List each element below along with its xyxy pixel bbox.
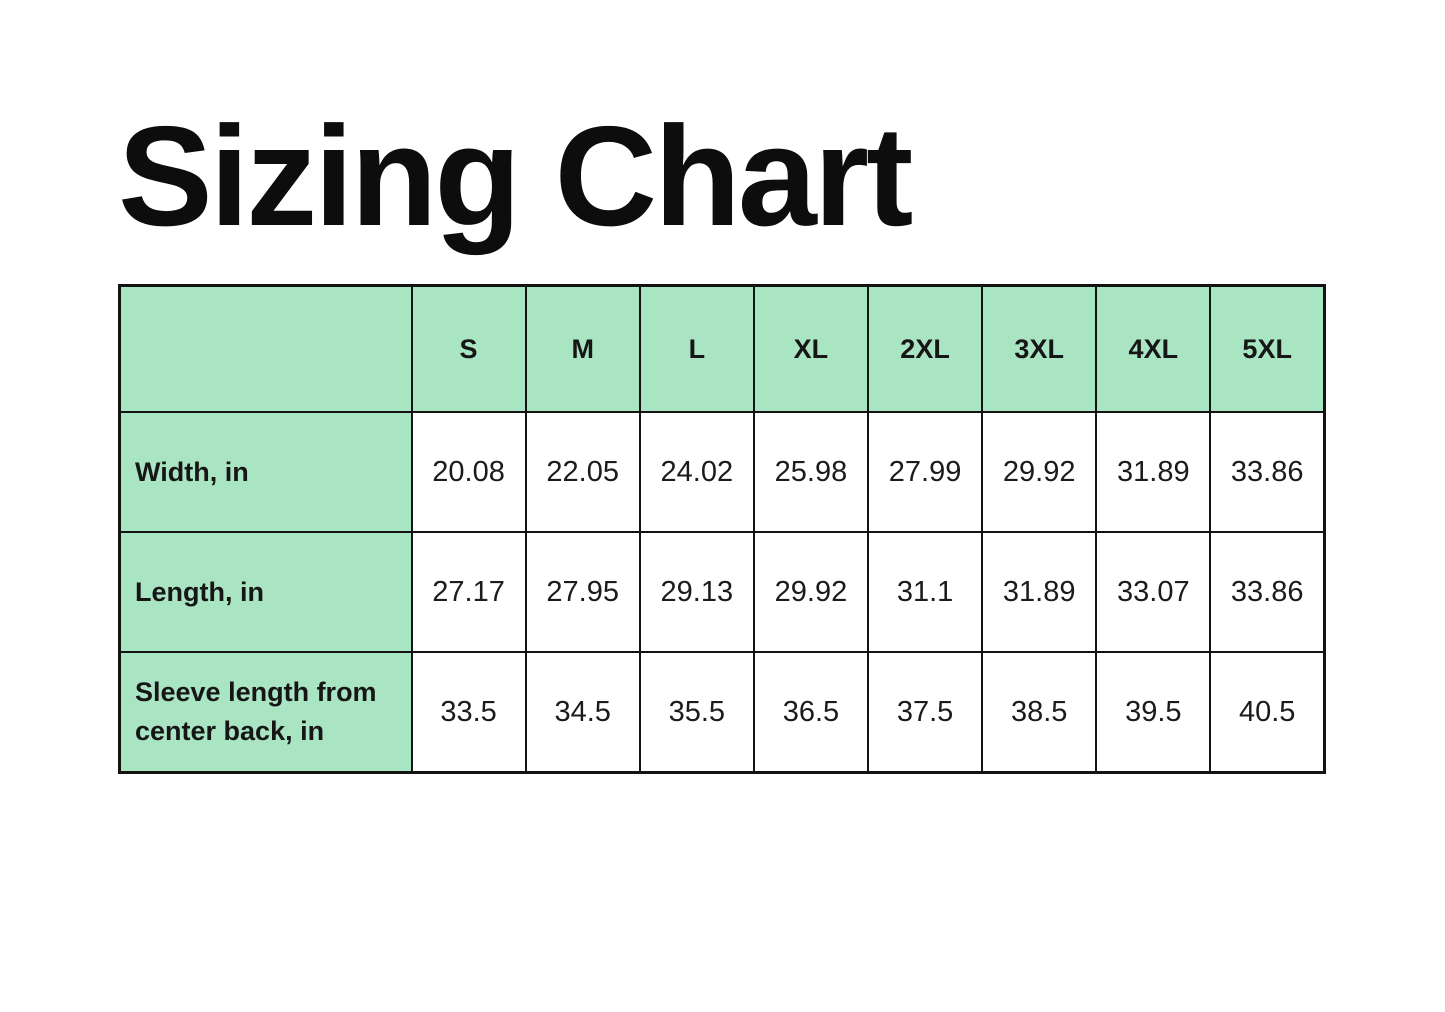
value-cell-width-in-xl: 25.98 [752, 411, 870, 534]
value-cell-sleeve-length-from-center-back-in-4xl: 39.5 [1095, 651, 1212, 774]
table-row-length-in: Length, in 27.17 27.95 29.13 29.92 31.1 31.89 3… [118, 531, 1326, 654]
value-cell-length-in-xl: 29.92 [752, 531, 870, 654]
table-body: Width, in 20.08 22.05 24.02 25.98 27.99 29.92 3… [118, 411, 1326, 774]
sizing-chart-table: S M L XL 2XL 3XL 4XL 5XL Width, in 20.08 22.05 24.… [118, 284, 1326, 774]
value-cell-sleeve-length-from-center-back-in-2xl: 37.5 [866, 651, 984, 774]
size-column-header-m: M [524, 284, 641, 414]
value-cell-width-in-s: 20.08 [410, 411, 527, 534]
value-cell-sleeve-length-from-center-back-in-5xl: 40.5 [1209, 651, 1326, 774]
value-cell-length-in-4xl: 33.07 [1095, 531, 1212, 654]
value-cell-length-in-2xl: 31.1 [866, 531, 984, 654]
page: Sizing Chart S M L XL 2XL 3XL 4XL 5XL Width, in… [0, 95, 1445, 1012]
corner-cell [118, 284, 413, 414]
row-label: Sleeve length from center back, in [118, 651, 413, 774]
size-column-header-4xl: 4XL [1095, 284, 1212, 414]
value-cell-length-in-3xl: 31.89 [981, 531, 1098, 654]
row-label: Length, in [118, 531, 413, 654]
row-label: Width, in [118, 411, 413, 534]
value-cell-width-in-5xl: 33.86 [1209, 411, 1326, 534]
size-column-header-5xl: 5XL [1209, 284, 1326, 414]
page-title: Sizing Chart [118, 97, 913, 256]
value-cell-width-in-l: 24.02 [638, 411, 755, 534]
size-column-header-2xl: 2XL [866, 284, 984, 414]
value-cell-sleeve-length-from-center-back-in-l: 35.5 [638, 651, 755, 774]
value-cell-sleeve-length-from-center-back-in-m: 34.5 [524, 651, 641, 774]
value-cell-length-in-m: 27.95 [524, 531, 641, 654]
value-cell-length-in-s: 27.17 [410, 531, 527, 654]
size-column-header-3xl: 3XL [981, 284, 1098, 414]
value-cell-sleeve-length-from-center-back-in-xl: 36.5 [752, 651, 870, 774]
size-column-header-l: L [638, 284, 755, 414]
value-cell-width-in-2xl: 27.99 [866, 411, 984, 534]
table-header: S M L XL 2XL 3XL 4XL 5XL [118, 284, 1326, 414]
value-cell-sleeve-length-from-center-back-in-3xl: 38.5 [981, 651, 1098, 774]
size-column-header-xl: XL [752, 284, 870, 414]
value-cell-sleeve-length-from-center-back-in-s: 33.5 [410, 651, 527, 774]
size-column-header-s: S [410, 284, 527, 414]
table-row-width-in: Width, in 20.08 22.05 24.02 25.98 27.99 29.92 3… [118, 411, 1326, 534]
value-cell-width-in-3xl: 29.92 [981, 411, 1098, 534]
value-cell-width-in-m: 22.05 [524, 411, 641, 534]
value-cell-length-in-l: 29.13 [638, 531, 755, 654]
value-cell-length-in-5xl: 33.86 [1209, 531, 1326, 654]
table-row-sleeve-length-from-center-back-in: Sleeve length from center back, in 33.5 34… [118, 651, 1326, 774]
header-row: S M L XL 2XL 3XL 4XL 5XL [118, 284, 1326, 414]
value-cell-width-in-4xl: 31.89 [1095, 411, 1212, 534]
